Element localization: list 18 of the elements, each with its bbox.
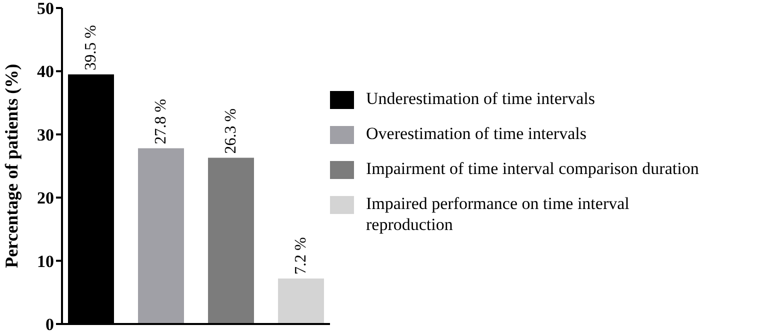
y-tick-label: 0: [46, 315, 54, 334]
y-axis-title: Percentage of patients (%): [1, 64, 22, 268]
y-tick-label: 50: [37, 0, 54, 18]
y-tick-label: 30: [37, 125, 54, 144]
data-label: 27.8 %: [152, 98, 170, 144]
y-tick-label: 40: [37, 62, 54, 82]
bar: [138, 148, 184, 324]
bar: [278, 278, 324, 324]
data-label: 39.5 %: [82, 25, 100, 70]
bar: [208, 158, 254, 324]
data-label: 7.2 %: [292, 237, 310, 274]
legend-label: Overestimation of time intervals: [366, 122, 588, 144]
y-tick-label: 10: [37, 252, 54, 271]
data-label: 26.3 %: [222, 108, 240, 154]
legend-label: Underestimation of time intervals: [366, 88, 596, 110]
legend-label: Impairment of time interval comparison duration: [366, 158, 700, 180]
legend-label: Impaired performance on time interval reproduction: [366, 192, 630, 236]
y-tick-label: 20: [37, 188, 54, 208]
